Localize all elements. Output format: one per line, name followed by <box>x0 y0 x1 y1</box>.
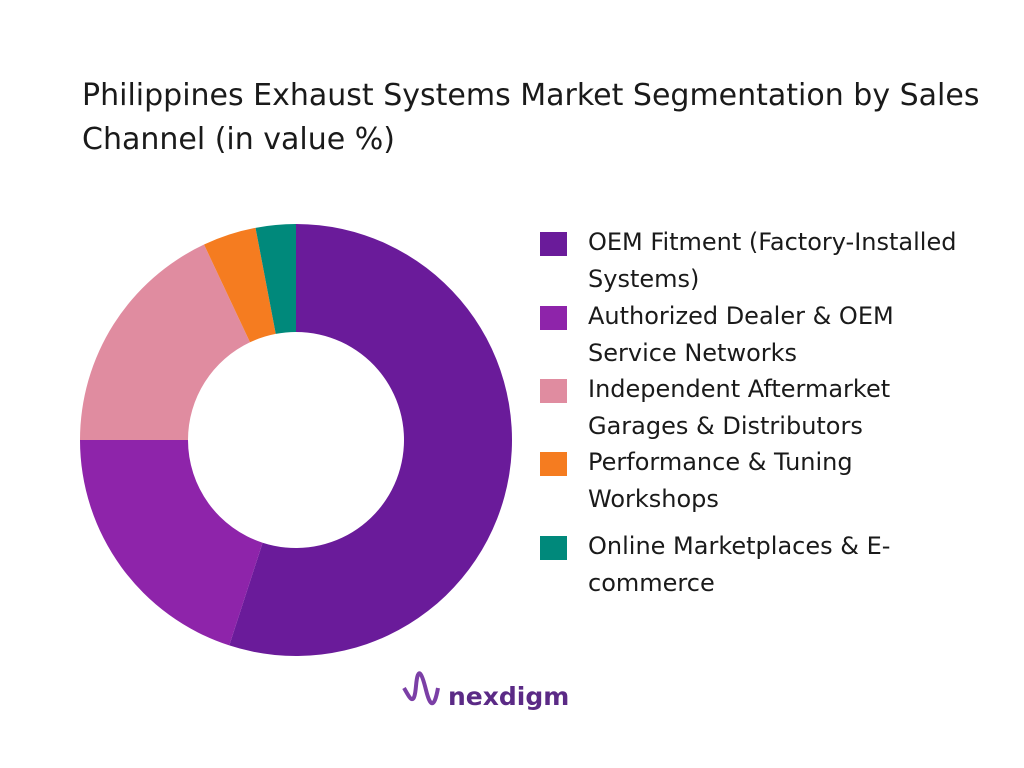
donut-slice <box>229 224 513 657</box>
donut-slice <box>80 244 251 440</box>
donut-slice <box>204 227 276 343</box>
legend-label: Authorized Dealer & OEM Service Networks <box>588 302 894 367</box>
brand-name: nexdigm <box>448 682 570 711</box>
legend-label: OEM Fitment (Factory-Installed Systems) <box>588 228 957 293</box>
donut-slice <box>255 224 296 334</box>
legend-swatch <box>540 379 567 403</box>
legend-label: Independent Aftermarket Garages & Distri… <box>588 375 891 440</box>
legend-swatch <box>540 536 567 560</box>
legend-swatch <box>540 452 567 476</box>
legend-swatch <box>540 306 567 330</box>
donut-slice <box>80 440 263 646</box>
chart-title: Philippines Exhaust Systems Market Segme… <box>82 78 980 157</box>
legend-label: Performance & Tuning Workshops <box>588 448 853 513</box>
legend-label: Online Marketplaces & E-commerce <box>588 532 891 597</box>
legend-swatch <box>540 232 567 256</box>
brand-logo <box>402 671 440 706</box>
